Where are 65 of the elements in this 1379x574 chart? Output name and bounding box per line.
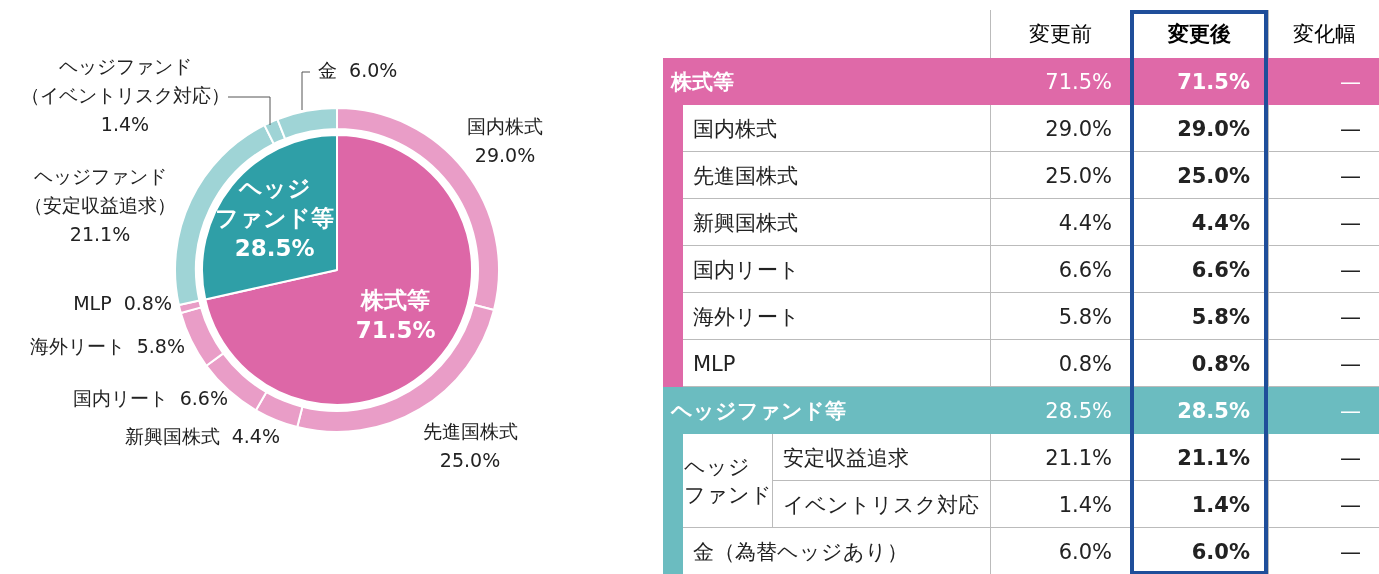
slice-label: 金 6.0% [318,58,398,81]
slice-label: 国内リート 6.6% [72,386,228,409]
data-label: — [1268,481,1379,528]
category-label: 金（為替ヘッジあり） [693,538,908,566]
slice-label: ヘッジファンド等 [215,174,335,231]
data-label: 29.0% [474,143,536,166]
data-label: 6.6% [990,246,1130,293]
text: ヘッジファンド [683,453,772,509]
category-label: 海外リート [693,303,800,331]
data-label: — [1339,397,1362,425]
slice-label: 新興国株式 4.4% [124,424,280,447]
text: 変更前 [990,10,1130,58]
data-label: 5.8% [990,293,1130,340]
slice-label: 海外リート 5.8% [29,334,185,357]
data-label: — [1268,199,1379,246]
slice-label: ヘッジファンド（イベントリスク対応） [20,54,230,106]
data-label: 0.8% [1130,340,1268,387]
data-label: 6.0% [1130,528,1268,574]
data-label: 0.8% [990,340,1130,387]
category-label: 先進国株式 [693,162,798,190]
data-label: — [1268,340,1379,387]
data-label: 4.4% [990,199,1130,246]
data-label: 25.0% [439,448,501,471]
data-label: 1.4% [100,112,150,135]
data-label: 29.0% [1130,105,1268,152]
category-label: ヘッジファンド等 [671,397,846,425]
category-label: 国内リート [693,256,800,284]
category-label: MLP [693,350,736,378]
data-label: — [1268,246,1379,293]
data-label: 21.1% [69,222,131,245]
data-label: 28.5% [1176,397,1251,425]
data-label: 1.4% [1130,481,1268,528]
data-label: — [1268,293,1379,340]
data-label: — [1268,434,1379,481]
data-label: 25.0% [1130,152,1268,199]
data-label: 6.6% [1130,246,1268,293]
data-label: 4.4% [1130,199,1268,246]
data-label: 28.5% [1044,397,1113,425]
text: 変更後 [1130,10,1268,58]
category-label: 新興国株式 [693,209,798,237]
category-label: 株式等 [671,68,734,96]
data-label: — [1268,528,1379,574]
slice-label: ヘッジファンド（安定収益追求） [24,164,176,216]
category-label: 安定収益追求 [783,444,909,472]
slice-label: 株式等 [360,286,431,313]
data-label: 71.5% [1044,68,1113,96]
data-label: 29.0% [990,105,1130,152]
data-label: 1.4% [990,481,1130,528]
slice-label: 先進国株式 [422,419,518,442]
data-label: — [1268,152,1379,199]
data-label: — [1268,105,1379,152]
category-label: イベントリスク対応 [783,491,979,519]
data-label: 71.5% [355,316,436,343]
text: 変化幅 [1268,10,1379,58]
data-label: 28.5% [234,234,315,261]
data-label: 6.0% [990,528,1130,574]
data-label: 21.1% [1130,434,1268,481]
data-label: — [1339,68,1362,96]
data-label: 5.8% [1130,293,1268,340]
slice-label: MLP 0.8% [73,291,172,314]
data-label: 71.5% [1176,68,1251,96]
data-label: 21.1% [990,434,1130,481]
category-label: 国内株式 [693,115,777,143]
slice-label: 国内株式 [467,114,543,137]
data-label: 25.0% [990,152,1130,199]
